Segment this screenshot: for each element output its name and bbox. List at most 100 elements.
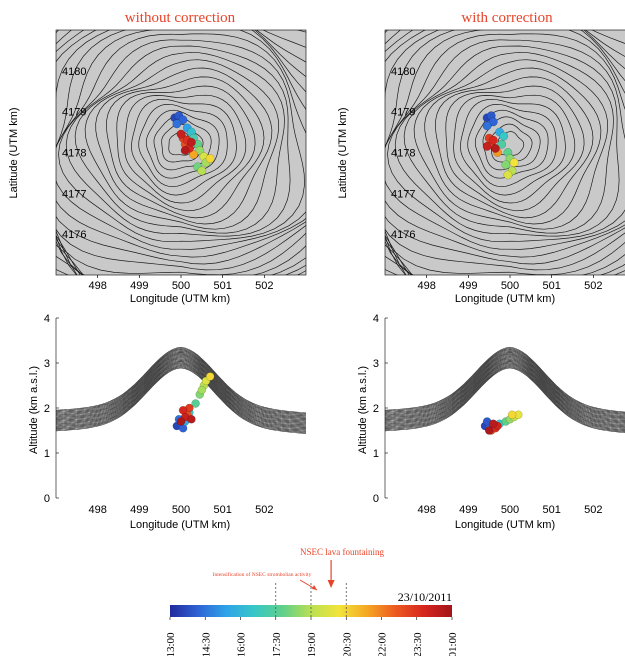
contour-line <box>445 85 585 212</box>
profile-line <box>385 367 625 434</box>
source-point <box>195 146 205 155</box>
colorbar-tick-label: 17:30 <box>271 632 283 656</box>
panel-title-without: without correction <box>125 10 236 26</box>
section-without-ylabel: Altitude (km a.s.l.) <box>28 366 40 454</box>
x-tick-label: 498 <box>88 504 106 516</box>
colorbar-tick-label: 14:30 <box>200 632 212 656</box>
profile-line <box>385 362 625 428</box>
profile-line <box>385 354 625 420</box>
profile-line <box>56 355 306 422</box>
contour-line <box>435 76 594 219</box>
x-tick-label: 500 <box>501 280 519 292</box>
y-tick-label: 4179 <box>391 107 415 119</box>
source-point <box>507 410 517 419</box>
profile-line <box>56 363 306 430</box>
profile-line <box>56 349 306 416</box>
profile-line <box>385 358 625 425</box>
section-without-xlabel: Longitude (UTM km) <box>130 519 230 531</box>
contour-line <box>394 45 620 237</box>
profile-line <box>56 359 306 426</box>
source-point <box>503 170 513 180</box>
source-point <box>172 119 182 129</box>
profile-line <box>385 359 625 425</box>
y-tick-label: 3 <box>44 358 50 370</box>
y-tick-label: 4178 <box>391 148 415 160</box>
colorbar-date: 23/10/2011 <box>398 590 452 604</box>
y-tick-label: 1 <box>44 448 50 460</box>
x-tick-label: 501 <box>542 280 560 292</box>
topography-profiles <box>56 346 306 434</box>
profile-line <box>56 351 306 418</box>
topographic-contours <box>385 30 625 275</box>
profile-line <box>385 351 625 417</box>
contour-line <box>116 85 256 212</box>
contour-line <box>56 30 306 275</box>
source-point <box>180 146 190 155</box>
map-background <box>56 30 306 275</box>
source-point <box>189 150 198 159</box>
profile-line <box>385 349 625 416</box>
contour-line <box>131 98 237 196</box>
source-point <box>484 426 494 435</box>
y-tick-label: 2 <box>44 403 50 415</box>
profile-line <box>56 350 306 417</box>
source-point <box>176 129 186 139</box>
y-tick-label: 4180 <box>391 66 415 78</box>
contour-line <box>168 131 196 156</box>
source-point <box>497 139 507 149</box>
source-point <box>489 419 498 428</box>
source-point <box>187 137 196 147</box>
y-tick-label: 0 <box>44 493 50 505</box>
source-point <box>482 121 492 131</box>
source-point <box>501 160 511 170</box>
profile-line <box>385 364 625 431</box>
contour-line <box>56 30 306 265</box>
arrowhead <box>327 580 335 588</box>
source-point <box>482 141 492 151</box>
x-tick-label: 498 <box>417 504 435 516</box>
y-tick-label: 4 <box>373 313 379 325</box>
profile-line <box>385 364 625 430</box>
profile-line <box>56 364 306 432</box>
source-point <box>187 415 196 424</box>
contour-line <box>482 116 541 171</box>
y-tick-label: 2 <box>373 403 379 415</box>
contour-line <box>385 30 625 275</box>
profile-line <box>56 362 306 429</box>
contour-line <box>138 103 228 188</box>
x-tick-label: 500 <box>501 504 519 516</box>
y-tick-label: 1 <box>373 448 379 460</box>
contour-line <box>460 98 566 196</box>
source-point <box>176 417 186 426</box>
contour-line <box>74 51 285 234</box>
x-tick-label: 502 <box>584 504 602 516</box>
profile-line <box>56 353 306 420</box>
contour-line <box>387 39 625 243</box>
profile-line <box>56 346 306 414</box>
profile-line <box>385 356 625 423</box>
map-with-xlabel: Longitude (UTM km) <box>455 293 555 305</box>
time-colorbar: 23/10/2011 NSEC lava fountaining Intensi… <box>165 547 459 656</box>
profile-line <box>385 361 625 427</box>
annotation-strombolian: Intensification of NSEC strombolian acti… <box>213 571 312 578</box>
source-point <box>197 385 207 395</box>
source-point <box>499 131 509 141</box>
contour-line <box>467 103 557 188</box>
colorbar-tick-label: 22:00 <box>377 632 389 656</box>
contour-line <box>385 30 625 265</box>
hypocenter-points <box>172 372 215 433</box>
map-panel-without: 498 499 500 501 502 4176 4177 4178 4179 4180 <box>55 29 307 292</box>
contour-line <box>413 59 609 230</box>
section-with-ylabel: Altitude (km a.s.l.) <box>357 366 369 454</box>
x-tick-label: 502 <box>584 280 602 292</box>
contour-line <box>56 30 306 271</box>
contour-line <box>84 59 280 230</box>
colorbar-tick-label: 20:30 <box>341 632 353 656</box>
annotation-lava-fountaining: NSEC lava fountaining <box>300 547 384 557</box>
x-tick-label: 498 <box>417 280 435 292</box>
profile-line <box>56 361 306 428</box>
profile-line <box>385 365 625 432</box>
source-point <box>488 135 498 145</box>
y-tick-label: 3 <box>373 358 379 370</box>
map-without-ylabel: Latitude (UTM km) <box>8 107 20 198</box>
